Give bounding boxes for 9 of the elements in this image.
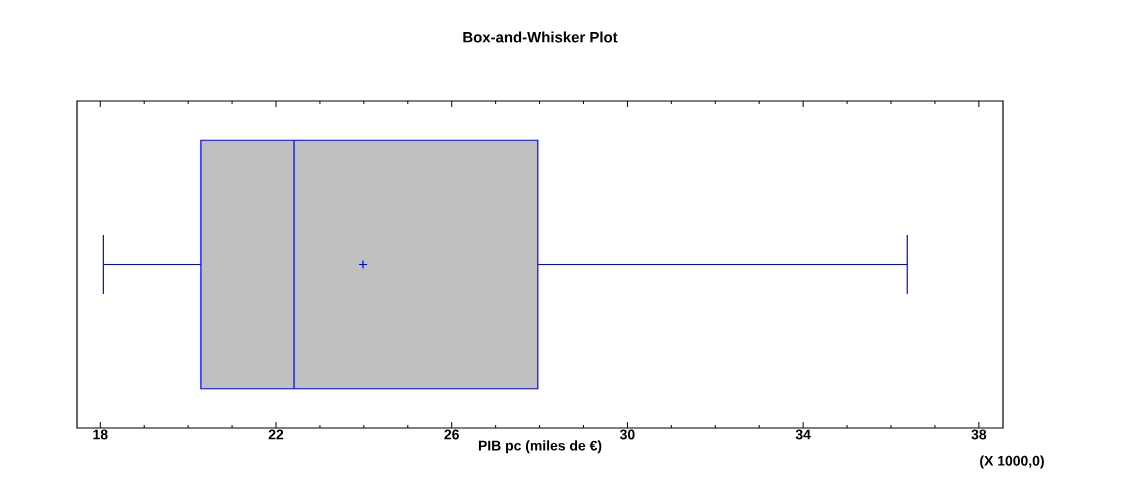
x-tick-label: 30: [619, 429, 635, 440]
text: (X 1000,0): [980, 455, 1044, 469]
x-tick-label: 38: [971, 429, 987, 440]
x-tick-label: 18: [93, 429, 108, 440]
x-tick-label: 22: [268, 429, 284, 440]
x-tick-label: 34: [795, 429, 811, 440]
x-axis-title: PIB pc (miles de €): [478, 440, 602, 454]
chart-title: Box-and-Whisker Plot: [463, 31, 618, 43]
x-tick-label: 26: [444, 429, 459, 440]
